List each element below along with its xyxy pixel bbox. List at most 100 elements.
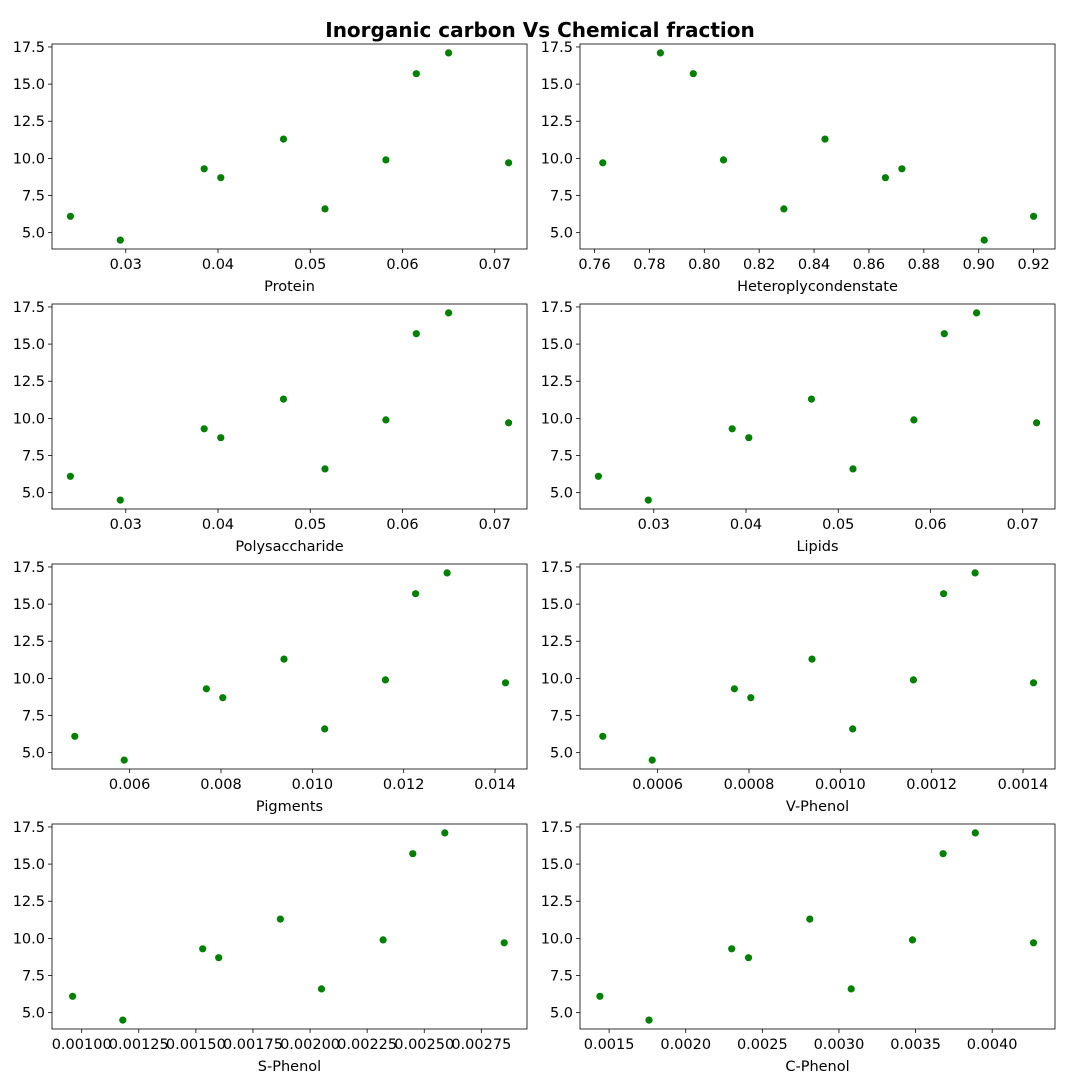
y-tick-label: 10.0 <box>541 411 573 427</box>
x-tick-label: 0.07 <box>479 257 511 273</box>
data-point <box>199 945 207 953</box>
x-tick-label: 0.0008 <box>724 777 775 793</box>
data-point <box>412 330 420 338</box>
data-point <box>747 694 755 702</box>
y-tick-label: 17.5 <box>541 560 573 576</box>
subplot-4: 0.03 0.04 0.05 0.06 0.07 5.0 7.5 10.0 12.5 15.0 17… <box>541 300 1056 555</box>
y-tick-label: 12.5 <box>13 894 45 910</box>
data-point <box>321 205 329 213</box>
data-point <box>280 655 288 663</box>
subplot-3: 0.03 0.04 0.05 0.06 0.07 5.0 7.5 10.0 12.5 15.0 17… <box>13 300 528 555</box>
data-point <box>939 850 947 858</box>
x-tick-label: 0.006 <box>109 777 151 793</box>
x-tick-label: 0.0010 <box>815 777 866 793</box>
data-point <box>909 676 918 684</box>
data-point <box>644 496 652 504</box>
x-axis-label: Pigments <box>256 799 323 815</box>
data-point <box>379 936 387 944</box>
x-tick-label: 0.04 <box>730 517 762 533</box>
data-point <box>847 985 855 993</box>
y-tick-label: 15.0 <box>541 77 573 93</box>
data-point <box>808 655 816 663</box>
x-axis-label: Lipids <box>796 539 838 555</box>
data-point <box>1029 939 1038 947</box>
y-tick-label: 12.5 <box>541 374 573 390</box>
data-point <box>940 590 948 598</box>
data-point <box>973 309 981 317</box>
x-tick-label: 0.07 <box>479 517 511 533</box>
data-point <box>1033 419 1041 427</box>
data-point <box>849 725 857 733</box>
x-tick-label: 0.03 <box>110 517 142 533</box>
y-tick-label: 17.5 <box>13 560 45 576</box>
x-tick-label: 0.0040 <box>967 1037 1018 1053</box>
data-point <box>119 1016 127 1024</box>
plot-frame <box>579 823 1056 1030</box>
data-point <box>202 685 210 693</box>
x-tick-label: 0.92 <box>1017 257 1049 273</box>
x-tick-label: 0.06 <box>914 517 946 533</box>
figure-title: Inorganic carbon Vs Chemical fraction <box>325 18 754 42</box>
data-point <box>599 732 607 740</box>
data-point <box>656 49 665 57</box>
y-tick-label: 15.0 <box>541 857 573 873</box>
data-point <box>1029 679 1038 687</box>
y-tick-label: 5.0 <box>550 746 573 762</box>
data-point <box>780 205 788 213</box>
plot-frame <box>51 303 528 510</box>
y-tick-label: 15.0 <box>13 597 45 613</box>
data-point <box>412 590 420 598</box>
x-tick-label: 0.014 <box>474 777 516 793</box>
data-point <box>728 425 736 433</box>
y-tick-label: 10.0 <box>13 671 45 687</box>
x-tick-label: 0.88 <box>908 257 940 273</box>
y-tick-label: 15.0 <box>13 337 45 353</box>
data-point <box>69 992 77 1000</box>
y-tick-label: 5.0 <box>22 1006 45 1022</box>
data-point <box>898 165 906 173</box>
data-point <box>279 395 288 403</box>
y-tick-label: 5.0 <box>22 226 45 242</box>
x-tick-label: 0.00225 <box>337 1037 397 1053</box>
subplot-1: 0.03 0.04 0.05 0.06 0.07 5.0 7.5 10.0 12.5 15.0 17… <box>13 40 528 295</box>
x-tick-label: 0.00150 <box>166 1037 226 1053</box>
y-tick-label: 5.0 <box>22 746 45 762</box>
x-tick-label: 0.82 <box>743 257 775 273</box>
x-tick-label: 0.010 <box>292 777 334 793</box>
x-tick-label: 0.0030 <box>814 1037 865 1053</box>
x-tick-label: 0.07 <box>1007 517 1039 533</box>
data-point <box>881 174 890 182</box>
x-tick-label: 0.04 <box>202 257 234 273</box>
x-axis-label: Protein <box>264 279 315 295</box>
data-point <box>276 915 284 923</box>
data-point <box>910 416 918 424</box>
x-tick-label: 0.03 <box>638 517 670 533</box>
x-tick-label: 0.0025 <box>737 1037 788 1053</box>
y-tick-label: 12.5 <box>13 114 45 130</box>
y-tick-label: 5.0 <box>550 226 573 242</box>
data-point <box>116 496 124 504</box>
data-point <box>505 419 513 427</box>
y-tick-label: 7.5 <box>550 969 573 985</box>
data-point <box>66 212 74 220</box>
y-tick-label: 5.0 <box>550 1006 573 1022</box>
y-tick-label: 7.5 <box>550 709 573 725</box>
x-tick-label: 0.76 <box>578 257 610 273</box>
data-point <box>409 850 417 858</box>
y-tick-label: 12.5 <box>541 894 573 910</box>
subplot-8: 0.0015 0.0020 0.0025 0.0030 0.0035 0.0040 5.0 7… <box>541 820 1056 1075</box>
data-point <box>980 236 988 244</box>
plot-frame <box>579 43 1056 250</box>
data-point <box>382 156 390 164</box>
plot-frame <box>51 563 528 770</box>
data-point <box>200 165 208 173</box>
y-tick-label: 12.5 <box>541 114 573 130</box>
x-tick-label: 0.00175 <box>223 1037 283 1053</box>
data-point <box>321 465 329 473</box>
data-point <box>217 174 225 182</box>
data-point <box>596 992 604 1000</box>
data-point <box>744 954 753 962</box>
x-tick-label: 0.0012 <box>906 777 957 793</box>
x-tick-label: 0.0020 <box>660 1037 711 1053</box>
data-point <box>719 156 728 164</box>
